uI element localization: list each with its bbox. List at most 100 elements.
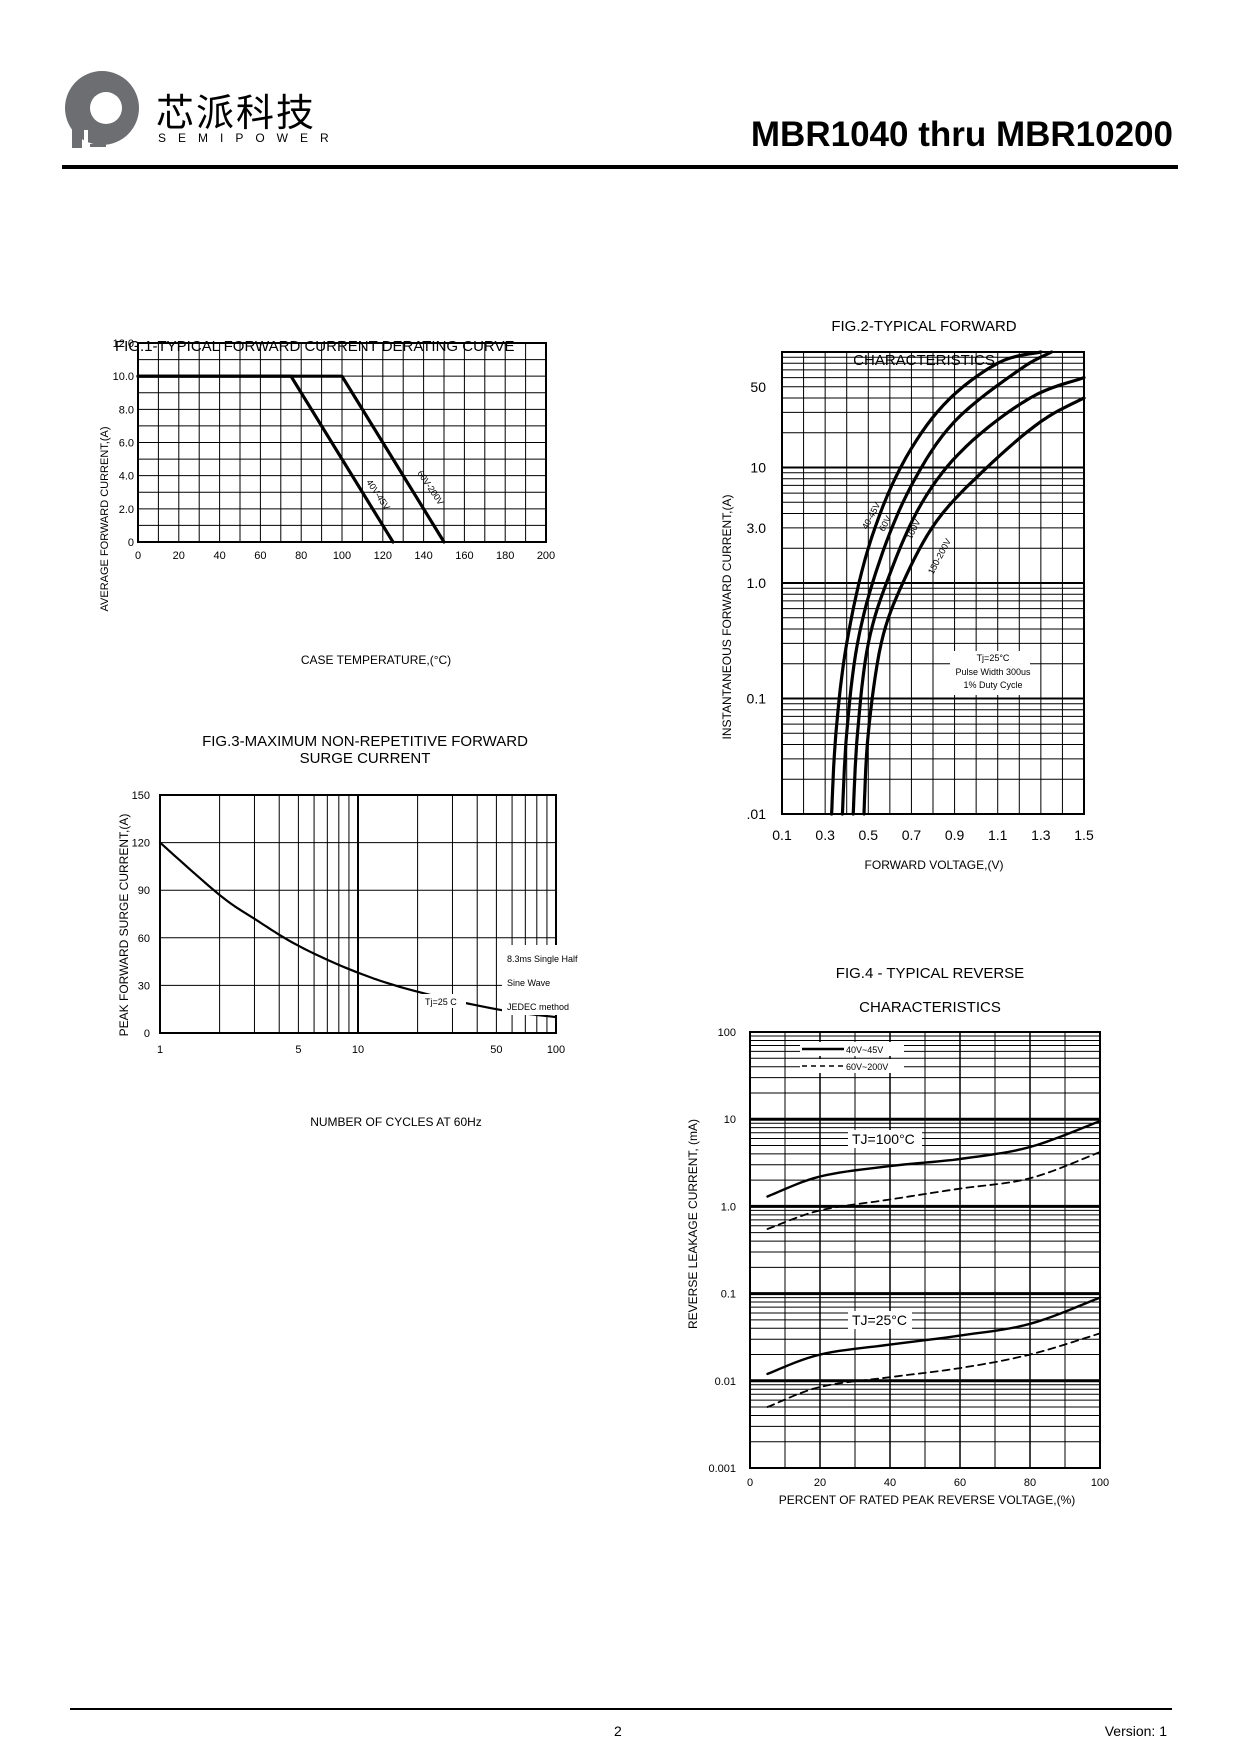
fig3-y-tick: 90 [138, 885, 150, 897]
fig4-y-ticks: 0.001 0.01 0.1 1.0 10 100 [708, 1027, 736, 1475]
fig1-curves [136, 374, 446, 544]
fig4-tj-low-box [848, 1311, 912, 1329]
fig1-grid [137, 342, 547, 543]
fig4-x-tick: 80 [1024, 1477, 1036, 1489]
fig2-note-line1: Tj=25°C [977, 653, 1010, 663]
fig4-x-tick: 20 [814, 1477, 826, 1489]
fig2-curve-2 [840, 350, 1054, 816]
fig4-curve-4 [766, 1332, 1101, 1408]
fig2-curve-4 [862, 396, 1086, 816]
fig1-y-tick: 8.0 [119, 404, 134, 416]
fig2-title-line2: CHARACTERISTICS [853, 352, 995, 369]
fig4-curve-1 [766, 1119, 1102, 1198]
fig4-legend-solid: 40V~45V [846, 1045, 883, 1055]
fig3-grid [159, 794, 557, 1034]
fig2-title-line1: FIG.2-TYPICAL FORWARD [831, 318, 1016, 335]
fig3-y-tick: 30 [138, 980, 150, 992]
fig4-title-line1: FIG.4 - TYPICAL REVERSE [836, 965, 1024, 982]
fig1-curve-label-low: 40V-45V [364, 478, 392, 512]
fig2-x-tick: 0.9 [945, 827, 965, 843]
fig2-note-line3: 1% Duty Cycle [963, 680, 1022, 690]
fig2-forward-characteristics-chart: FIG.2-TYPICAL FORWARD CHARACTERISTICS 0.… [720, 318, 1094, 872]
fig1-x-tick: 40 [213, 550, 225, 562]
fig3-y-tick: 0 [144, 1028, 150, 1040]
fig1-y-tick: 2.0 [119, 504, 134, 516]
fig3-note-line3: JEDEC method [507, 1002, 569, 1012]
fig4-curves [766, 1119, 1102, 1408]
fig3-y-axis-label: PEAK FORWARD SURGE CURRENT,(A) [117, 814, 131, 1037]
fig2-grid [781, 351, 1085, 815]
fig3-y-tick: 150 [132, 790, 150, 802]
fig3-x-tick: 100 [547, 1044, 565, 1056]
fig4-tj-high-box [848, 1130, 922, 1148]
fig3-note-line1: 8.3ms Single Half [507, 954, 578, 964]
fig4-y-tick: 0.01 [715, 1376, 736, 1388]
fig4-grid [749, 1031, 1101, 1469]
fig3-curve-1 [158, 841, 558, 1019]
fig1-y-tick: 6.0 [119, 438, 134, 450]
fig1-y-ticks: 0 2.0 4.0 6.0 8.0 10.0 12.0 [113, 338, 134, 549]
fig2-y-tick: 10 [750, 460, 766, 476]
fig4-y-tick: 0.001 [708, 1463, 736, 1475]
fig1-y-tick: 10.0 [113, 371, 134, 383]
fig1-x-tick: 160 [455, 550, 473, 562]
fig4-x-tick: 40 [884, 1477, 896, 1489]
fig3-tj-label: Tj=25 C [425, 997, 457, 1007]
fig2-curve-3 [851, 376, 1086, 816]
fig4-legend-bg [800, 1042, 904, 1056]
fig2-x-tick: 0.7 [902, 827, 922, 843]
fig1-y-tick: 0 [128, 537, 134, 549]
fig2-y-tick: 0.1 [747, 691, 767, 707]
page-number: 2 [614, 1723, 622, 1739]
fig1-derating-chart: FIG.1-TYPICAL FORWARD CURRENT DERATING C… [99, 338, 555, 667]
brand-english-name: SEMIPOWER [158, 131, 341, 145]
fig1-x-tick: 0 [135, 550, 141, 562]
fig4-title-line2: CHARACTERISTICS [859, 999, 1001, 1016]
fig3-x-tick: 5 [295, 1044, 301, 1056]
fig1-y-tick: 12.0 [113, 338, 134, 350]
fig1-frame [137, 342, 547, 543]
fig4-y-tick: 0.1 [721, 1289, 736, 1301]
fig2-x-tick: 1.3 [1031, 827, 1051, 843]
fig2-x-ticks: 0.1 0.3 0.5 0.7 0.9 1.1 1.3 1.5 [772, 827, 1094, 843]
fig4-frame [749, 1031, 1101, 1469]
fig2-curve-label-4: 150-200V [926, 537, 953, 576]
fig3-y-ticks: 0 30 60 90 120 150 [132, 790, 150, 1040]
fig2-x-tick: 1.5 [1074, 827, 1094, 843]
fig3-x-axis-label: NUMBER OF CYCLES AT 60Hz [310, 1115, 482, 1129]
fig1-x-tick: 100 [333, 550, 351, 562]
fig1-x-tick: 140 [414, 550, 432, 562]
fig3-title-line1: FIG.3-MAXIMUM NON-REPETITIVE FORWARD [202, 733, 528, 750]
fig4-x-tick: 60 [954, 1477, 966, 1489]
fig2-x-tick: 0.5 [859, 827, 879, 843]
fig3-curves [158, 841, 558, 1019]
fig2-note-line2: Pulse Width 300us [955, 667, 1031, 677]
fig1-x-tick: 60 [254, 550, 266, 562]
fig4-y-tick: 100 [718, 1027, 736, 1039]
fig1-x-ticks: 0 20 40 60 80 100 120 140 160 180 200 [135, 550, 555, 562]
fig3-tj-box [422, 994, 466, 1008]
fig2-x-tick: 0.1 [772, 827, 792, 843]
semipower-logo [65, 71, 139, 148]
fig1-x-axis-label: CASE TEMPERATURE,(°C) [301, 653, 451, 667]
fig2-curve-label-3: 100V [904, 518, 923, 541]
fig1-x-tick: 200 [537, 550, 555, 562]
fig2-y-tick: 50 [750, 379, 766, 395]
fig4-curve-3 [766, 1296, 1102, 1376]
fig2-note-box [950, 651, 1030, 695]
fig3-y-tick: 120 [132, 838, 150, 850]
fig2-y-tick: 1.0 [747, 575, 767, 591]
fig3-x-tick: 10 [352, 1044, 364, 1056]
fig2-x-axis-label: FORWARD VOLTAGE,(V) [865, 858, 1004, 872]
fig2-y-tick: 3.0 [747, 520, 767, 536]
fig2-x-tick: 1.1 [988, 827, 1008, 843]
fig1-x-tick: 80 [295, 550, 307, 562]
fig4-x-tick: 0 [747, 1477, 753, 1489]
fig3-frame [159, 794, 557, 1034]
footer-rule [70, 1708, 1172, 1710]
fig2-y-ticks: .01 0.1 1.0 3.0 10 50 [747, 379, 767, 822]
fig1-x-tick: 20 [173, 550, 185, 562]
fig2-curves [830, 350, 1086, 816]
fig1-x-tick: 180 [496, 550, 514, 562]
fig4-legend-dashed: 60V~200V [846, 1062, 888, 1072]
